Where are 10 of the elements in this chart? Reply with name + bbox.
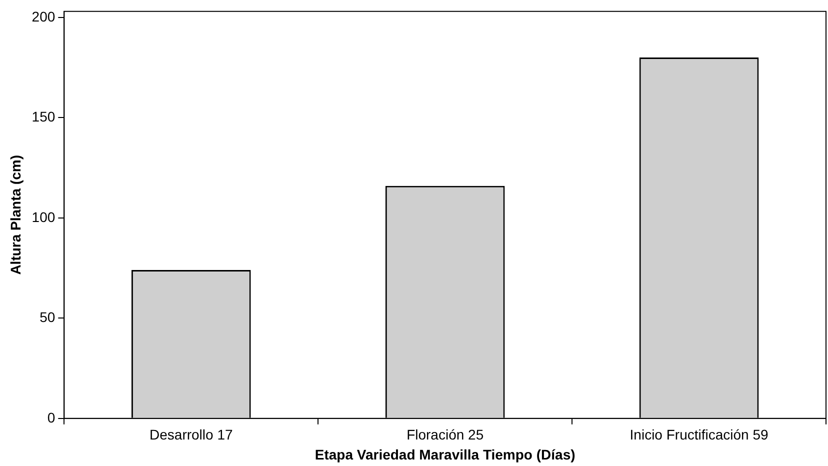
y-tick-label: 150 [32,108,56,125]
x-tick-label: Floración 25 [406,426,484,443]
y-tick-label: 100 [32,208,56,225]
x-tick-label: Desarrollo 17 [150,426,233,443]
y-tick-label: 200 [32,8,56,24]
y-tick-label: 0 [47,409,56,426]
y-tick-label: 50 [40,309,56,326]
x-axis-title: Etapa Variedad Maravilla Tiempo (Días) [314,446,576,462]
x-tick-label: Inicio Fructificación 59 [630,426,768,443]
y-axis-title: Altura Planta (cm) [7,154,24,275]
